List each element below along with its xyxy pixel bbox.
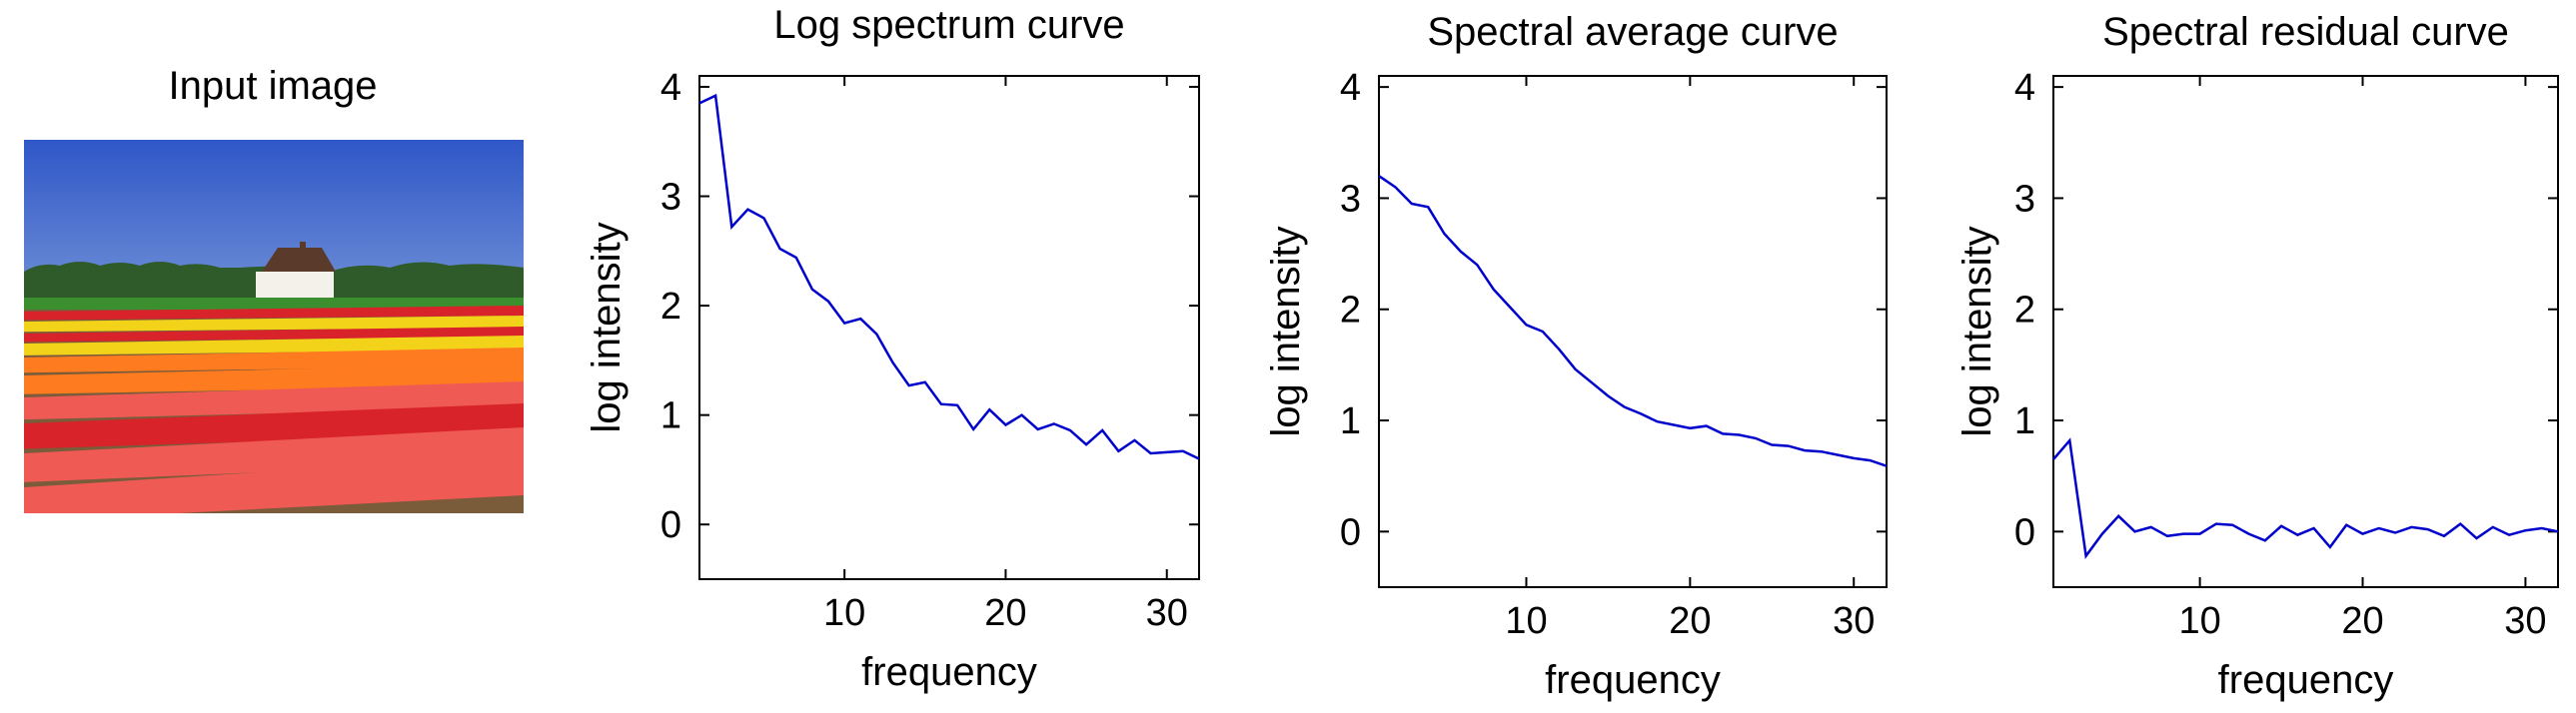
plot-frame [1378, 75, 1888, 588]
x-tick-label: 20 [1669, 600, 1711, 642]
tulip-field-photo [24, 140, 524, 513]
input-image-title: Input image [168, 64, 377, 108]
chart-title: Spectral residual curve [2102, 10, 2509, 54]
x-axis-label: frequency [1545, 658, 1721, 702]
y-tick-label: 2 [1340, 290, 1361, 332]
series-line [1378, 175, 1888, 467]
x-tick-label: 20 [2341, 600, 2383, 642]
series-line [698, 93, 1200, 460]
y-tick-label: 1 [660, 395, 681, 437]
chart-1: Log spectrum curve 0 1 2 3 4 10 20 30 frequency lo… [585, 3, 1200, 694]
chart-title: Log spectrum curve [773, 3, 1124, 47]
flower-stripe-red [24, 403, 524, 449]
y-tick-label: 0 [2014, 511, 2035, 553]
y-axis-label: log intensity [585, 222, 629, 432]
y-tick-label: 3 [660, 177, 681, 219]
y-tick-label: 4 [1340, 67, 1361, 109]
y-tick-label: 0 [660, 504, 681, 546]
flower-stripe-red [24, 306, 524, 321]
y-tick-label: 2 [2014, 290, 2035, 332]
house [256, 242, 336, 300]
flower-stripe-pink [24, 455, 524, 513]
x-tick-label: 30 [2504, 600, 2546, 642]
chart-title: Spectral average curve [1427, 10, 1838, 54]
y-tick-label: 1 [2014, 400, 2035, 442]
y-axis-label: log intensity [1264, 226, 1308, 436]
x-tick-label: 10 [823, 592, 865, 634]
y-tick-label: 4 [2014, 67, 2035, 109]
y-tick-label: 3 [1340, 178, 1361, 220]
chart-2: Spectral average curve 0 1 2 3 4 10 20 30 frequen… [1264, 10, 1888, 702]
series-line [2052, 437, 2559, 560]
flower-stripes [24, 306, 524, 513]
plot-frame [2052, 75, 2559, 588]
y-tick-label: 0 [1340, 511, 1361, 553]
y-tick-label: 1 [1340, 400, 1361, 442]
flower-stripe-red [24, 327, 524, 343]
y-tick-label: 4 [660, 67, 681, 109]
x-tick-label: 20 [984, 592, 1026, 634]
plot-frame [698, 75, 1200, 580]
y-tick-label: 2 [660, 286, 681, 328]
flower-stripe-yellow [24, 316, 524, 333]
y-tick-label: 3 [2014, 178, 2035, 220]
flower-stripe-pink [24, 427, 524, 482]
x-tick-label: 30 [1833, 600, 1875, 642]
x-axis-label: frequency [861, 650, 1037, 694]
flower-stripe-orange [24, 348, 524, 373]
x-tick-label: 10 [1505, 600, 1547, 642]
x-tick-label: 10 [2178, 600, 2220, 642]
chart-3: Spectral residual curve 0 1 2 3 4 10 20 30 freque… [1955, 10, 2559, 702]
y-axis-label: log intensity [1955, 226, 1999, 436]
x-tick-label: 30 [1146, 592, 1188, 634]
x-axis-label: frequency [2218, 658, 2394, 702]
